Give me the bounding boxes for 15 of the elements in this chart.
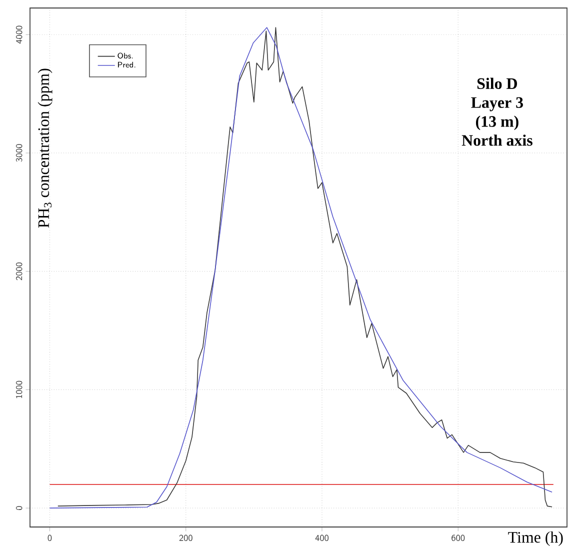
y-tick-label: 1000: [16, 380, 22, 398]
y-axis-title: PH$_{3}$ concentration (ppm): [38, 68, 52, 228]
annotation: Layer 3: [471, 97, 523, 112]
annotation: (13 m): [476, 116, 518, 130]
x-tick-label: 200: [179, 534, 192, 542]
x-tick-label: 0: [48, 534, 52, 542]
x-axis-title: Time (h): [508, 532, 563, 546]
y-tick-label: 4000: [16, 26, 22, 44]
y-tick-label: 0: [16, 506, 22, 510]
annotation: Silo D: [477, 78, 517, 90]
annotation: North axis: [462, 134, 532, 146]
x-tick-label: 400: [315, 534, 329, 542]
y-tick-label: 3000: [16, 144, 22, 162]
y-tick-label: 2000: [16, 262, 22, 280]
x-tick-label: 600: [452, 534, 465, 542]
